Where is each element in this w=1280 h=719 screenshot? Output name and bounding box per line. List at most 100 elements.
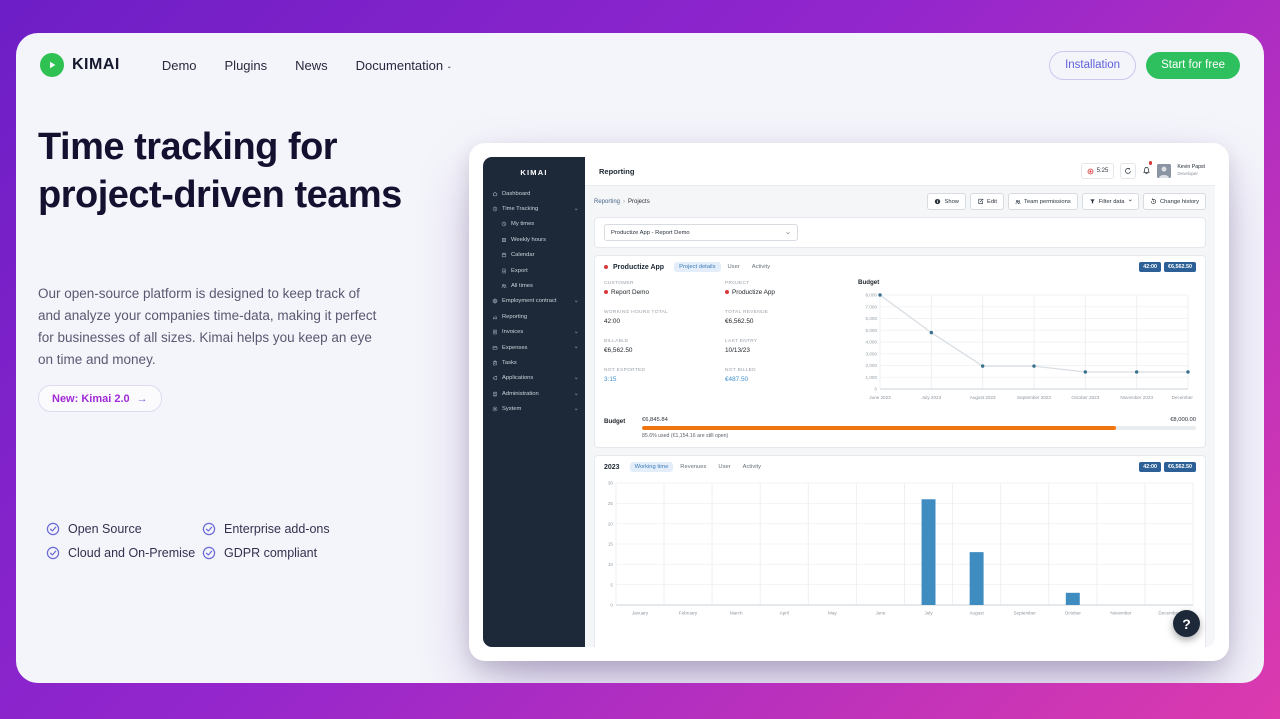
sidebar-item-dashboard[interactable]: Dashboard — [483, 186, 585, 201]
header-controls: 5:25 — [1080, 161, 1205, 180]
sidebar-item-label: Expenses — [502, 344, 528, 351]
chevron-down-icon — [574, 407, 579, 412]
svg-text:15: 15 — [608, 542, 614, 547]
sidebar-item-label: Export — [511, 267, 528, 274]
sidebar-item-my-times[interactable]: My times — [483, 217, 585, 232]
project-tab-user[interactable]: User — [727, 264, 740, 270]
breadcrumb: Reporting › Projects — [594, 199, 650, 205]
year-tab-user[interactable]: User — [718, 464, 731, 470]
sidebar-item-export[interactable]: Export — [483, 263, 585, 278]
stat-value[interactable]: 3:15 — [604, 376, 725, 383]
nav-link-documentation[interactable]: Documentation — [356, 58, 452, 73]
sidebar-item-system[interactable]: System — [483, 401, 585, 416]
sidebar-item-all-times[interactable]: All times — [483, 278, 585, 293]
sidebar-menu: Dashboard Time Tracking My times Weekly hou… — [483, 186, 585, 417]
logo-text: KIMAI — [72, 56, 120, 73]
budget-note: 85.6% used (€1,154.16 are still open) — [642, 433, 729, 439]
sidebar-item-label: Dashboard — [502, 190, 531, 197]
year-tab-working-time[interactable]: Working time — [629, 462, 674, 472]
main-page-card: KIMAI Demo Plugins News Documentation Insta… — [16, 33, 1264, 683]
sidebar-item-reporting[interactable]: Reporting — [483, 309, 585, 324]
sidebar-item-invoices[interactable]: Invoices — [483, 325, 585, 340]
nav-link-news[interactable]: News — [295, 58, 328, 73]
kimai-2-announcement-button[interactable]: New: Kimai 2.0 → — [38, 385, 162, 412]
stat-last-entry: LAST ENTRY 10/13/23 — [725, 339, 846, 368]
edit-button[interactable]: Edit — [970, 193, 1004, 210]
stat-label: PROJECT — [725, 281, 750, 286]
chevron-down-icon — [574, 392, 579, 397]
sidebar-item-label: Administration — [502, 390, 539, 397]
project-tab-activity[interactable]: Activity — [751, 264, 771, 270]
feature-open-source: Open Source — [46, 522, 202, 536]
year-badges: 42:00 €6,562.50 — [1139, 462, 1196, 472]
stat-label: CUSTOMER — [604, 281, 634, 286]
budget-progress-fill — [642, 425, 1117, 430]
stat-value: Productize App — [725, 289, 846, 296]
expense-icon — [490, 345, 499, 351]
grid-icon — [499, 237, 508, 243]
help-button[interactable]: ? — [1173, 610, 1200, 637]
sidebar-item-expenses[interactable]: Expenses — [483, 340, 585, 355]
chevron-down-icon — [447, 58, 452, 73]
budget-progress-body: €6,845.84 €8,000.00 85.6% used (€1,154.1… — [642, 417, 1196, 439]
svg-text:February: February — [679, 610, 698, 615]
year-tab-revenues[interactable]: Revenues — [680, 464, 707, 470]
sidebar-item-applications[interactable]: Applications — [483, 371, 585, 386]
year-card-header: 2023 Working time Revenues User Activity 42… — [595, 456, 1205, 476]
feature-label: Cloud and On-Premise — [68, 546, 196, 560]
sidebar-item-calendar[interactable]: Calendar — [483, 248, 585, 263]
show-button[interactable]: Show — [927, 193, 966, 210]
nav-link-plugins[interactable]: Plugins — [225, 58, 268, 73]
refresh-button[interactable] — [1120, 163, 1137, 179]
team-permissions-button[interactable]: Team permissions — [1008, 193, 1078, 210]
svg-text:8,000: 8,000 — [866, 293, 878, 298]
stat-total-revenue: TOTAL REVENUE €6,562.50 — [725, 310, 846, 339]
svg-text:July 2023: July 2023 — [921, 395, 941, 400]
stat-value-text: €6,562.50 — [725, 317, 754, 325]
project-card-header: Productize App Project details User Activi… — [595, 256, 1205, 276]
stat-project: PROJECT Productize App — [725, 281, 846, 310]
sidebar-item-weekly-hours[interactable]: Weekly hours — [483, 232, 585, 247]
budget-progress-track — [642, 425, 1196, 430]
sidebar-item-label: All times — [511, 283, 533, 290]
stat-label: BILLABLE — [604, 339, 629, 344]
notifications-button[interactable] — [1142, 161, 1153, 180]
history-icon — [1150, 198, 1157, 205]
nav-link-demo[interactable]: Demo — [162, 58, 197, 73]
stat-value[interactable]: €487.50 — [725, 376, 846, 383]
installation-button[interactable]: Installation — [1049, 50, 1137, 80]
feature-label: Open Source — [68, 522, 142, 536]
sidebar-item-label: My times — [511, 221, 535, 228]
nav-link-label: News — [295, 57, 328, 73]
chevron-down-icon — [1128, 198, 1133, 205]
site-navbar: KIMAI Demo Plugins News Documentation Insta… — [40, 43, 1240, 87]
change-history-button[interactable]: Change history — [1143, 193, 1206, 210]
app-content: Reporting › Projects Show Edit Team permis… — [585, 186, 1215, 647]
year-tab-activity[interactable]: Activity — [742, 464, 762, 470]
project-select[interactable]: Productize App - Report Demo — [604, 224, 798, 241]
user-role: Developer — [1177, 171, 1198, 177]
home-icon — [490, 191, 499, 197]
start-for-free-button[interactable]: Start for free — [1146, 51, 1240, 79]
avatar[interactable] — [1157, 164, 1172, 178]
budget-spent: €6,845.84 — [642, 417, 668, 423]
sidebar-item-time-tracking[interactable]: Time Tracking — [483, 201, 585, 216]
button-label: Show — [944, 198, 959, 205]
year-badge-1: €6,562.50 — [1164, 462, 1196, 472]
sidebar-item-employment-contract[interactable]: Employment contract — [483, 294, 585, 309]
check-circle-icon — [202, 522, 216, 536]
active-timer-button[interactable]: 5:25 — [1080, 163, 1115, 179]
kimai-logo[interactable]: KIMAI — [40, 53, 120, 77]
breadcrumb-reporting[interactable]: Reporting — [594, 198, 621, 205]
project-card-title: Productize App — [613, 263, 665, 271]
year-badge-0: 42:00 — [1139, 462, 1162, 472]
team-icon — [499, 283, 508, 289]
check-circle-icon — [202, 546, 216, 560]
svg-text:August 2023: August 2023 — [970, 395, 996, 400]
stat-billable: BILLABLE €6,562.50 — [604, 339, 725, 368]
sidebar-item-tasks[interactable]: Tasks — [483, 355, 585, 370]
project-tab-project-details[interactable]: Project details — [674, 262, 721, 272]
filter-data-button[interactable]: Filter data — [1081, 193, 1139, 210]
sidebar-item-administration[interactable]: Administration — [483, 386, 585, 401]
project-card-body: CUSTOMER Report Demo PROJECT Productize App… — [595, 276, 1205, 414]
